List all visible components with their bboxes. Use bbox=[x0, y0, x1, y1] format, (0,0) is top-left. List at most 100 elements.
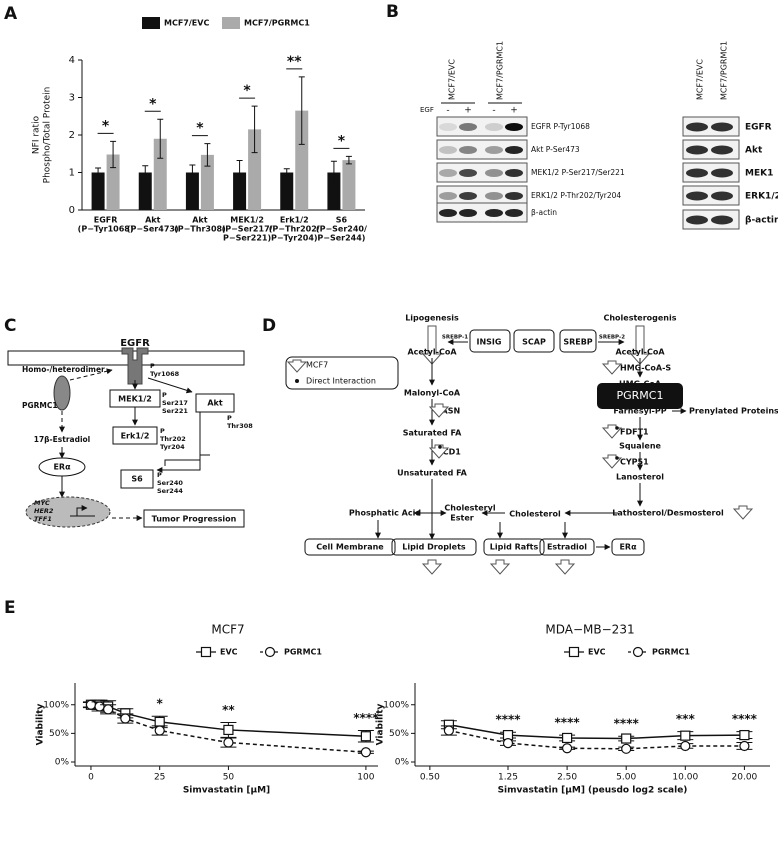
label: HER2 bbox=[34, 507, 54, 515]
significance: * bbox=[196, 121, 204, 137]
hollow-arrow bbox=[489, 559, 511, 575]
marker bbox=[360, 731, 372, 742]
box bbox=[195, 393, 235, 413]
significance: **** bbox=[353, 711, 379, 725]
label: Lipogenesis bbox=[405, 314, 459, 323]
band bbox=[686, 215, 708, 225]
label: Cell Membrane bbox=[316, 543, 384, 552]
phospho-site: P bbox=[160, 427, 165, 435]
error-bar bbox=[204, 143, 211, 167]
box bbox=[611, 538, 645, 556]
box bbox=[513, 329, 555, 353]
panel-label: C bbox=[4, 316, 16, 336]
significance: * bbox=[157, 697, 164, 711]
significance: **** bbox=[732, 712, 758, 726]
box bbox=[143, 509, 245, 528]
legend-label: MCF7/EVC bbox=[164, 19, 209, 28]
significance: ** bbox=[222, 703, 235, 717]
y-tick-label: 0% bbox=[395, 757, 410, 767]
y-tick-label: 100% bbox=[383, 700, 409, 710]
legend-label: PGRMC1 bbox=[652, 648, 690, 657]
band bbox=[485, 123, 503, 131]
band bbox=[686, 168, 708, 178]
label: Erk1/2 bbox=[121, 432, 150, 441]
label: FDFT1 bbox=[620, 428, 649, 437]
x-axis-label: Simvastatin [μM] (peusdo log2 scale) bbox=[498, 786, 688, 796]
band bbox=[686, 191, 708, 201]
label: SREBP-2 bbox=[599, 335, 625, 341]
label: Prenylated Proteins bbox=[689, 407, 778, 416]
label: 17β-Estradiol bbox=[34, 435, 91, 444]
dimer-label: Homo-/heterodimer bbox=[22, 365, 105, 374]
band bbox=[711, 168, 733, 178]
band bbox=[439, 192, 457, 200]
y-tick-label: 0% bbox=[55, 757, 70, 767]
label: SCAP bbox=[522, 338, 546, 347]
phospho-site: Ser221 bbox=[162, 407, 188, 415]
hollow-arrow bbox=[428, 403, 450, 418]
label: TFF1 bbox=[34, 515, 52, 523]
x-tick-label: S6 bbox=[336, 216, 348, 225]
box bbox=[391, 538, 477, 556]
label: SREBP bbox=[563, 338, 592, 347]
x-tick-label: 0.50 bbox=[420, 773, 440, 783]
label: MEK1/2 bbox=[118, 395, 152, 404]
error-bar bbox=[251, 105, 258, 154]
x-tick-label: (P−Ser240/ bbox=[316, 225, 367, 234]
x-tick-label: EGFR bbox=[94, 216, 118, 225]
y-tick-label: 1 bbox=[69, 168, 75, 179]
label: Lathosterol/Desmosterol bbox=[612, 509, 724, 518]
blot-strip bbox=[436, 202, 528, 223]
significance: * bbox=[102, 118, 110, 134]
legend-label: EVC bbox=[588, 648, 606, 657]
marker bbox=[223, 737, 234, 748]
marker bbox=[562, 732, 573, 744]
significance: * bbox=[338, 133, 346, 149]
dot bbox=[615, 456, 619, 460]
band bbox=[711, 215, 733, 225]
significance: ** bbox=[287, 54, 302, 70]
y-axis-label: NFI ratio bbox=[32, 115, 42, 154]
label: Cholesteryl bbox=[444, 504, 495, 513]
row-label: MEK1/2 P-Ser217/Ser221 bbox=[531, 168, 625, 177]
x-tick-label: Akt bbox=[192, 216, 208, 225]
center-node bbox=[597, 383, 683, 409]
band bbox=[459, 209, 477, 217]
box bbox=[285, 356, 399, 390]
x-tick-label: 50 bbox=[223, 773, 235, 783]
label: SCD1 bbox=[437, 448, 461, 457]
label: PGRMC1 bbox=[617, 389, 664, 402]
bar bbox=[280, 172, 294, 210]
hollow-arrow bbox=[629, 325, 651, 365]
label: Lipid Rafts bbox=[490, 543, 539, 552]
label: Acetyl-CoA bbox=[407, 348, 457, 357]
bar bbox=[327, 172, 341, 210]
marker bbox=[502, 738, 514, 749]
x-tick-label: 0 bbox=[88, 773, 94, 783]
label: Acetyl-CoA bbox=[615, 348, 665, 357]
band bbox=[485, 169, 503, 177]
marker bbox=[621, 733, 632, 744]
marker bbox=[103, 704, 114, 715]
error-bar bbox=[110, 140, 117, 169]
treatment-label: EGF bbox=[420, 106, 434, 114]
phospho-site: P bbox=[157, 471, 162, 479]
hollow-arrow bbox=[421, 325, 443, 365]
row-label: ERK1/2 P-Thr202/Tyr204 bbox=[531, 191, 621, 200]
band bbox=[439, 146, 457, 154]
box bbox=[483, 538, 545, 556]
label: FASN bbox=[437, 407, 460, 416]
receptor bbox=[121, 347, 149, 385]
phospho-site: Ser240 bbox=[157, 479, 183, 487]
column-header: MCF7/PGRMC1 bbox=[720, 41, 729, 100]
series-line bbox=[448, 724, 745, 740]
row-label: ERK1/2 bbox=[745, 192, 778, 202]
phospho-site: Ser244 bbox=[157, 487, 183, 495]
x-tick-label: Erk1/2 bbox=[280, 216, 309, 225]
label: Squalene bbox=[619, 442, 661, 451]
error-bar bbox=[298, 76, 305, 145]
bar bbox=[200, 154, 214, 210]
box bbox=[112, 426, 158, 445]
panel-frame bbox=[270, 335, 773, 602]
